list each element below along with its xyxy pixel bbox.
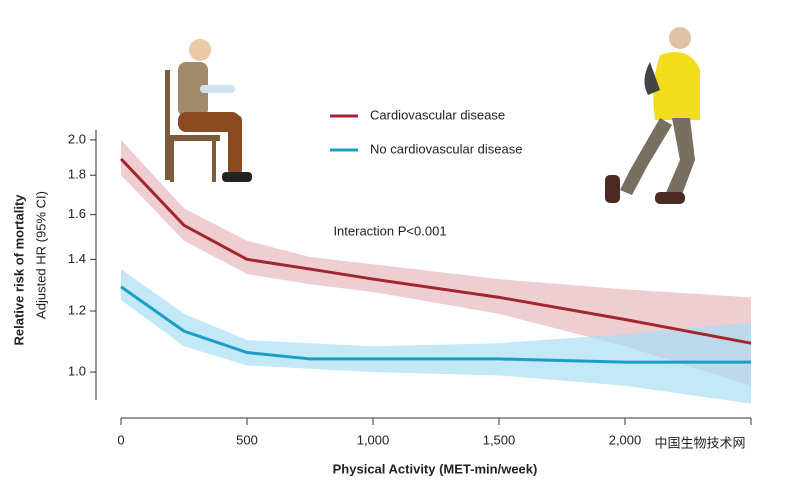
x-tick-label: 1,500 <box>483 432 516 447</box>
line <box>120 285 751 364</box>
ci-band <box>121 269 751 404</box>
y-axis-label: Relative risk of mortality <box>11 194 26 346</box>
line <box>119 157 752 345</box>
ci-band <box>121 139 751 386</box>
x-tick-label: 500 <box>236 432 258 447</box>
x-tick-label: 0 <box>117 432 124 447</box>
annotation: Interaction P<0.001 <box>333 223 446 238</box>
y-tick-label: 2.0 <box>68 131 86 146</box>
legend-label: Cardiovascular disease <box>370 107 505 122</box>
y-tick-label: 1.0 <box>68 364 86 379</box>
x-axis-label: Physical Activity (MET-min/week) <box>333 461 538 476</box>
watermark: 中国生物技术网 <box>654 435 745 450</box>
y-tick-label: 1.6 <box>68 206 86 221</box>
y-tick-label: 1.2 <box>68 302 86 317</box>
y-tick-label: 1.4 <box>68 251 86 266</box>
running-figure <box>605 27 700 204</box>
x-tick-label: 2,000 <box>609 432 642 447</box>
legend-label: No cardiovascular disease <box>370 141 522 156</box>
y-tick-label: 1.8 <box>68 167 86 182</box>
y-axis-sublabel: Adjusted HR (95% CI) <box>33 191 48 319</box>
sitting-figure <box>165 39 252 182</box>
x-tick-label: 1,000 <box>357 432 390 447</box>
